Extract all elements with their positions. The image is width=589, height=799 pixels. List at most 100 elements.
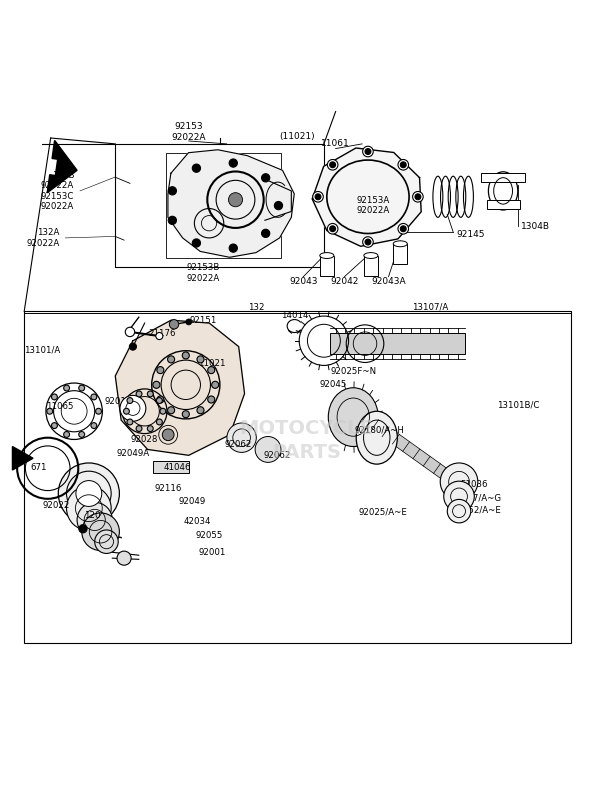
Circle shape [365,239,371,245]
Circle shape [168,187,177,195]
Ellipse shape [364,252,378,258]
Text: 92045: 92045 [319,380,346,389]
Circle shape [160,408,166,414]
Text: 92001: 92001 [198,548,226,557]
Circle shape [415,194,421,200]
Text: 92043: 92043 [289,277,317,287]
Text: 132A
92022A: 132A 92022A [26,229,59,248]
Circle shape [211,381,219,388]
Text: 1304B: 1304B [521,221,550,231]
Circle shape [197,356,204,363]
Text: 92015: 92015 [104,397,132,406]
Circle shape [51,423,57,428]
Circle shape [208,367,215,374]
Text: 13107/A: 13107/A [412,303,448,312]
Circle shape [120,396,146,421]
Polygon shape [168,149,294,257]
Circle shape [163,429,174,440]
Circle shape [157,396,164,403]
Text: 92022: 92022 [43,501,70,510]
Circle shape [168,217,177,225]
Circle shape [91,394,97,400]
Bar [24,312,571,643]
Text: 13101/A: 13101/A [24,345,60,354]
Circle shape [136,391,142,397]
Circle shape [444,481,474,511]
Circle shape [208,396,215,403]
Text: 14014: 14014 [281,311,308,320]
Text: 92116: 92116 [154,484,182,493]
Text: 92153B
92022A: 92153B 92022A [187,264,220,283]
Ellipse shape [356,411,398,464]
Text: 92028: 92028 [131,435,158,444]
Circle shape [262,173,270,182]
Circle shape [147,391,153,397]
Circle shape [365,149,371,154]
Circle shape [147,426,153,431]
Text: 92042: 92042 [330,277,359,287]
Ellipse shape [320,252,334,258]
Circle shape [363,237,373,248]
Polygon shape [47,141,77,193]
Circle shape [227,423,256,452]
Polygon shape [115,320,244,455]
Circle shape [153,381,160,388]
Circle shape [95,530,118,554]
Circle shape [330,226,336,232]
Circle shape [363,146,373,157]
Text: 92180/A~H: 92180/A~H [355,426,405,435]
Text: 51036: 51036 [460,480,488,489]
Circle shape [79,431,85,437]
Circle shape [76,480,102,507]
Text: 92152/A~E: 92152/A~E [452,506,501,515]
Circle shape [117,551,131,565]
Text: 92151: 92151 [190,316,217,324]
Text: 42034: 42034 [184,517,211,527]
Circle shape [229,244,237,252]
Bar [487,200,519,209]
Circle shape [197,407,204,414]
Circle shape [168,356,174,363]
Circle shape [255,436,281,463]
Circle shape [136,426,142,431]
Circle shape [67,486,111,531]
Circle shape [79,525,87,533]
Ellipse shape [488,172,518,210]
Circle shape [157,367,164,374]
Text: 92145: 92145 [456,230,485,240]
Text: 92025F~N: 92025F~N [330,367,376,376]
Circle shape [82,513,120,551]
Circle shape [398,160,409,170]
Text: 21176: 21176 [148,328,176,338]
Circle shape [77,503,112,538]
Text: 120: 120 [84,511,100,520]
Circle shape [64,431,70,437]
Circle shape [79,385,85,391]
Text: 92153A
92022A: 92153A 92022A [356,196,389,215]
Circle shape [186,319,191,325]
Circle shape [157,419,163,425]
Text: 11061: 11061 [321,139,350,149]
Text: 92025/A~E: 92025/A~E [358,508,407,517]
Circle shape [125,328,135,336]
Circle shape [313,192,323,202]
Circle shape [51,394,57,400]
Text: 92043A: 92043A [371,277,406,287]
Bar [166,153,281,258]
Polygon shape [312,148,421,246]
Circle shape [95,408,101,414]
Text: 92049A: 92049A [117,449,150,458]
Circle shape [182,411,189,418]
Circle shape [401,162,406,168]
Circle shape [330,162,336,168]
Bar [115,144,324,268]
Text: 92153
92022A: 92153 92022A [171,122,206,142]
Bar [320,256,334,276]
Circle shape [440,463,478,500]
Text: 92062: 92062 [225,440,252,449]
Circle shape [168,407,174,414]
Bar [154,461,188,473]
Text: 132B
92022A
92153C
92022A: 132B 92022A 92153C 92022A [41,171,74,211]
Circle shape [47,408,52,414]
Text: 671: 671 [31,463,47,471]
